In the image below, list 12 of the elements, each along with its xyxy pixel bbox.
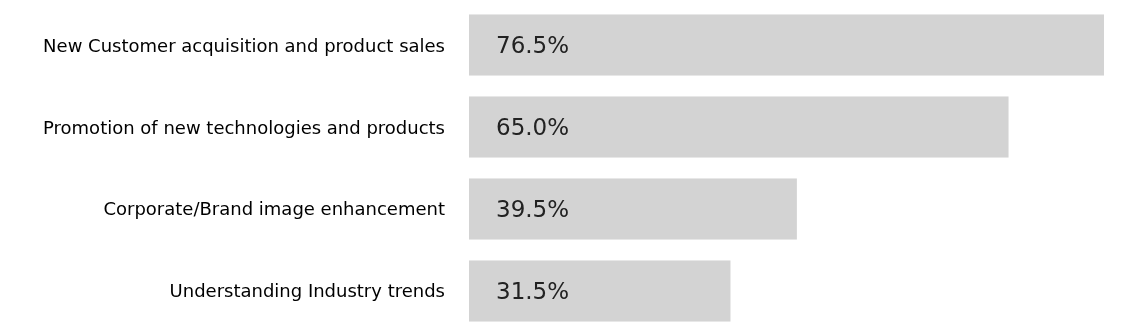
bar (469, 178, 797, 240)
bar (469, 96, 1009, 158)
data-label: 76.5% (496, 32, 570, 58)
data-label: 65.0% (496, 114, 570, 140)
bar (469, 14, 1104, 76)
data-label: 39.5% (496, 196, 570, 222)
y-tick-label: New Customer acquisition and product sales (43, 34, 445, 56)
y-tick-label: Promotion of new technologies and products (43, 116, 445, 138)
bar (469, 260, 731, 322)
y-tick-label: Corporate/Brand image enhancement (103, 198, 445, 220)
data-label: 31.5% (496, 278, 570, 304)
y-tick-label: Understanding Industry trends (169, 280, 445, 302)
